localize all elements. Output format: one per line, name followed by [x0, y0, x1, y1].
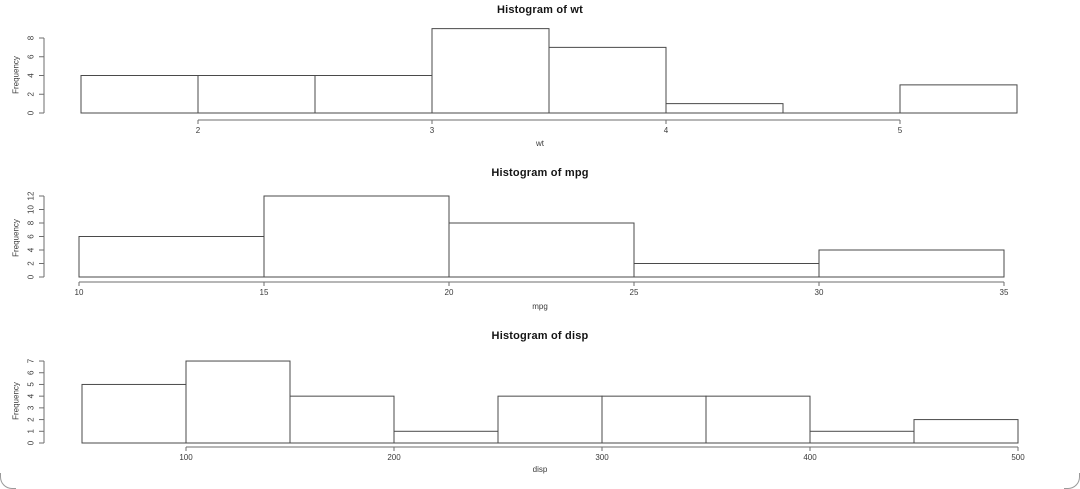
svg-text:2: 2	[27, 261, 36, 266]
svg-text:400: 400	[803, 453, 817, 462]
svg-text:10: 10	[27, 205, 36, 214]
svg-text:3: 3	[27, 405, 36, 410]
svg-text:4: 4	[27, 247, 36, 252]
svg-text:6: 6	[27, 54, 36, 59]
svg-text:200: 200	[387, 453, 401, 462]
svg-text:0: 0	[27, 440, 36, 445]
x-axis-label-wt: wt	[536, 139, 544, 148]
plot-title-mpg: Histogram of mpg	[491, 167, 589, 179]
histogram-panel-disp: Histogram of disp Frequency 100 200 300 400…	[0, 326, 1080, 489]
svg-text:4: 4	[27, 393, 36, 398]
svg-text:5: 5	[898, 126, 903, 135]
x-axis-label-disp: disp	[532, 465, 548, 474]
svg-text:0: 0	[27, 110, 36, 115]
svg-text:1: 1	[27, 429, 36, 434]
svg-text:2: 2	[27, 91, 36, 96]
svg-text:25: 25	[630, 288, 639, 297]
svg-text:300: 300	[595, 453, 609, 462]
svg-text:6: 6	[27, 234, 36, 239]
svg-text:0: 0	[27, 274, 36, 279]
plot-title-disp: Histogram of disp	[491, 330, 589, 342]
svg-text:6: 6	[27, 370, 36, 375]
svg-text:30: 30	[815, 288, 824, 297]
svg-text:2: 2	[196, 126, 201, 135]
svg-text:10: 10	[75, 288, 84, 297]
svg-text:5: 5	[27, 382, 36, 387]
svg-text:4: 4	[664, 126, 669, 135]
histogram-svg-wt: 2 3 4 5 0 2 4 6 8	[27, 28, 1018, 135]
svg-text:500: 500	[1011, 453, 1025, 462]
svg-text:15: 15	[260, 288, 269, 297]
svg-text:4: 4	[27, 73, 36, 78]
svg-text:7: 7	[27, 358, 36, 363]
svg-text:2: 2	[27, 417, 36, 422]
svg-text:20: 20	[445, 288, 454, 297]
histogram-panel-mpg: Histogram of mpg Frequency 10 15 20 25 30 35 0…	[0, 163, 1080, 326]
histogram-svg-mpg: 10 15 20 25 30 35 0 2 4 6 8 10 12	[27, 191, 1009, 297]
svg-text:100: 100	[179, 453, 193, 462]
svg-text:3: 3	[430, 126, 435, 135]
svg-text:8: 8	[27, 220, 36, 225]
histogram-svg-disp: 100 200 300 400 500 0 1 2 3 4 5 6 7	[27, 358, 1026, 462]
x-axis-label-mpg: mpg	[532, 302, 548, 311]
plot-title-wt: Histogram of wt	[496, 4, 584, 16]
svg-text:8: 8	[27, 35, 36, 40]
svg-text:35: 35	[1000, 288, 1009, 297]
svg-text:12: 12	[27, 191, 36, 200]
